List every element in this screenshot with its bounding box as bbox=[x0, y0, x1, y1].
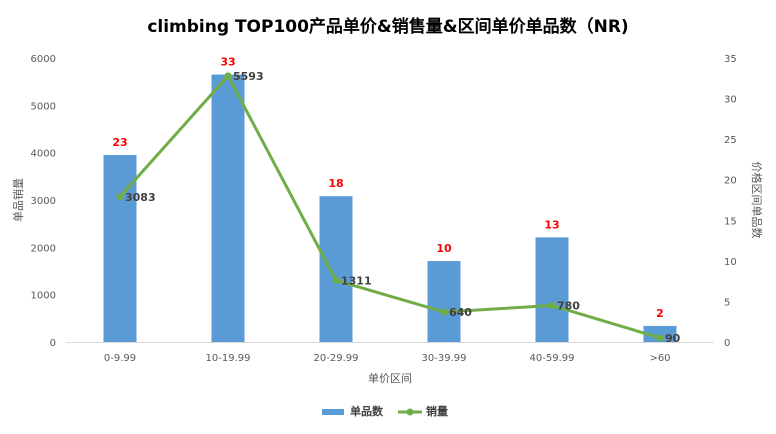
bar-data-label: 23 bbox=[112, 136, 127, 149]
bar-data-label: 18 bbox=[328, 177, 343, 190]
x-tick-label: 20-29.99 bbox=[314, 353, 359, 364]
axes: 0 1000 2000 3000 4000 5000 6000 0 5 10 15 20 25 30 35 0… bbox=[31, 54, 737, 364]
line-point bbox=[332, 276, 340, 284]
line-point bbox=[656, 334, 664, 342]
line-data-label: 640 bbox=[449, 306, 472, 319]
bar-data-label: 33 bbox=[220, 56, 235, 69]
y-left-tick-label: 4000 bbox=[31, 149, 56, 160]
y-axis-left-title: 单品销量 bbox=[11, 178, 25, 222]
x-tick-label: 40-59.99 bbox=[530, 353, 575, 364]
x-axis-title: 单价区间 bbox=[368, 372, 412, 385]
y-left-tick-label: 2000 bbox=[31, 243, 56, 254]
bar bbox=[535, 237, 569, 342]
line-point bbox=[224, 72, 232, 80]
bar bbox=[319, 196, 353, 342]
y-right-tick-label: 30 bbox=[724, 95, 737, 106]
legend-swatch-bar bbox=[322, 409, 344, 415]
bars bbox=[103, 74, 677, 343]
y-axis-right-title: 价格区间单品数 bbox=[750, 162, 764, 239]
line-point bbox=[440, 308, 448, 316]
line-data-label: 5593 bbox=[233, 70, 264, 83]
bar bbox=[211, 74, 245, 343]
line-path bbox=[118, 74, 661, 340]
bar bbox=[427, 261, 461, 342]
y-left-tick-label: 3000 bbox=[31, 196, 56, 207]
y-right-tick-label: 15 bbox=[724, 216, 737, 227]
y-right-tick-label: 35 bbox=[724, 54, 737, 65]
chart-title: climbing TOP100产品单价&销售量&区间单价单品数（NR) bbox=[147, 16, 628, 37]
bar-data-label: 13 bbox=[544, 218, 559, 231]
y-right-tick-label: 10 bbox=[724, 257, 737, 268]
data-labels: 23 33 18 10 13 2 3083 5593 1311 640 780 90 bbox=[112, 56, 680, 345]
bar-data-label: 2 bbox=[656, 307, 664, 320]
line-data-label: 3083 bbox=[125, 191, 156, 204]
line-point bbox=[548, 301, 556, 309]
line-data-label: 780 bbox=[557, 299, 580, 312]
line-point bbox=[116, 193, 124, 201]
y-left-tick-label: 5000 bbox=[31, 101, 56, 112]
y-left-tick-label: 6000 bbox=[31, 54, 56, 65]
bar-data-label: 10 bbox=[436, 242, 452, 255]
line-series bbox=[116, 72, 664, 342]
x-tick-label: >60 bbox=[649, 353, 670, 364]
legend-label-line: 销量 bbox=[426, 404, 448, 418]
x-tick-label: 30-39.99 bbox=[422, 353, 467, 364]
y-right-tick-label: 0 bbox=[724, 338, 730, 349]
y-right-tick-label: 5 bbox=[724, 297, 730, 308]
y-left-tick-label: 1000 bbox=[31, 291, 56, 302]
x-tick-label: 0-9.99 bbox=[104, 353, 136, 364]
x-tick-label: 10-19.99 bbox=[206, 353, 251, 364]
legend: 单品数 销量 bbox=[322, 404, 448, 418]
y-left-tick-label: 0 bbox=[50, 338, 56, 349]
legend-label-bar: 单品数 bbox=[350, 404, 384, 418]
y-right-tick-label: 20 bbox=[724, 176, 737, 187]
bar bbox=[643, 325, 677, 342]
legend-marker-line bbox=[406, 408, 414, 416]
y-right-tick-label: 25 bbox=[724, 135, 737, 146]
line-data-label: 90 bbox=[665, 332, 681, 345]
line-data-label: 1311 bbox=[341, 274, 372, 287]
